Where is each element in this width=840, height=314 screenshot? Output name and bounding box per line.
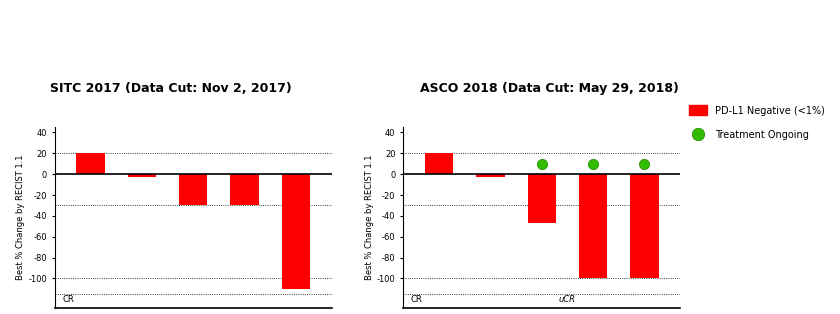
Bar bbox=[579, 174, 607, 279]
Y-axis label: Best % Change by RECIST 1.1: Best % Change by RECIST 1.1 bbox=[17, 155, 25, 280]
Point bbox=[586, 161, 600, 166]
Point bbox=[535, 161, 549, 166]
Legend: PD-L1 Negative (<1%), Treatment Ongoing: PD-L1 Negative (<1%), Treatment Ongoing bbox=[690, 105, 825, 140]
Bar bbox=[630, 174, 659, 279]
Bar bbox=[128, 174, 156, 177]
Text: Best Overall Response by RECIST (2L): ORR=3/4 (75%); DCR=3/4 (75%): Best Overall Response by RECIST (2L): OR… bbox=[155, 20, 685, 33]
Text: CR: CR bbox=[62, 295, 74, 304]
Text: SITC 2017 (Data Cut: Nov 2, 2017): SITC 2017 (Data Cut: Nov 2, 2017) bbox=[50, 82, 292, 95]
Bar bbox=[230, 174, 259, 205]
Y-axis label: Best % Change by RECIST 1.1: Best % Change by RECIST 1.1 bbox=[365, 155, 374, 280]
Bar bbox=[76, 153, 105, 174]
Bar bbox=[528, 174, 556, 223]
Text: uCR: uCR bbox=[559, 295, 576, 304]
Point bbox=[638, 161, 651, 166]
Bar bbox=[425, 153, 454, 174]
Text: ASCO 2018 (Data Cut: May 29, 2018): ASCO 2018 (Data Cut: May 29, 2018) bbox=[420, 82, 679, 95]
Bar bbox=[179, 174, 207, 205]
Bar bbox=[281, 174, 310, 289]
Text: Best Overall Response by RECIST (1L and 2L): ORR=3/5 (60%); DCR=4/5 (80%): Best Overall Response by RECIST (1L and … bbox=[127, 48, 713, 61]
Text: CR: CR bbox=[411, 295, 423, 304]
Bar bbox=[476, 174, 505, 177]
